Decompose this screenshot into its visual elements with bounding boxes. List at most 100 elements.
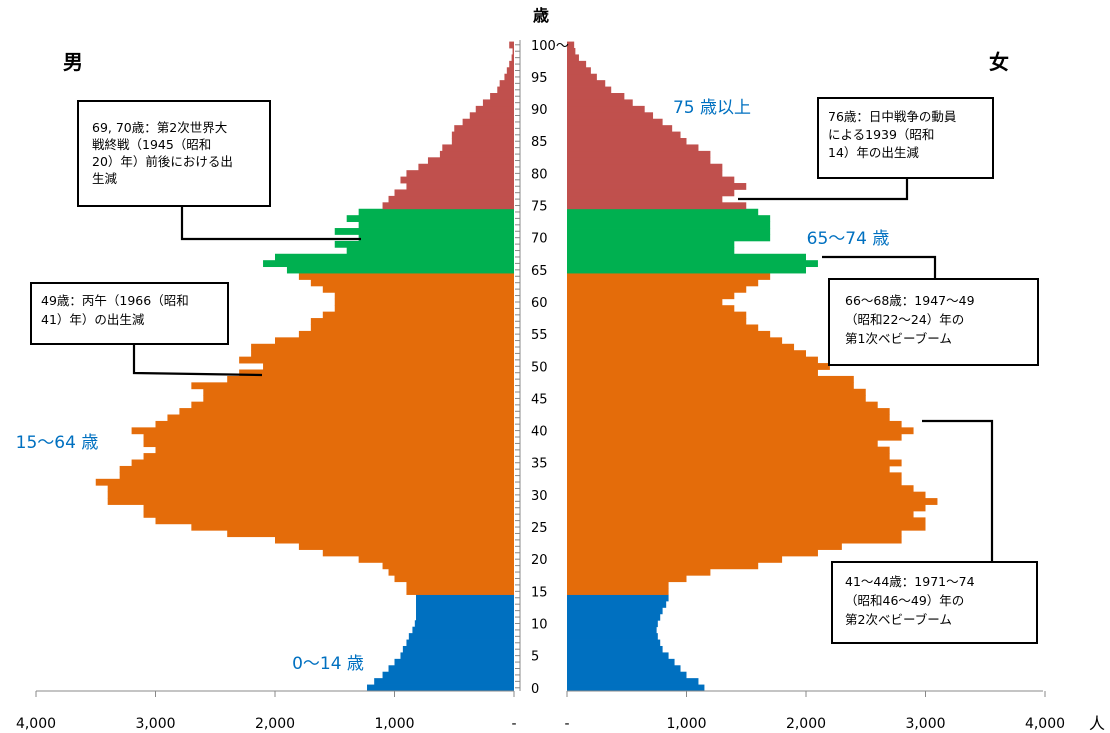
male-bar-age-66	[263, 260, 514, 268]
female-bar-age-87	[567, 125, 673, 132]
male-bar-age-67	[275, 253, 514, 261]
female-bar-age-52	[567, 350, 806, 358]
age-tick-label-65: 65	[531, 264, 548, 279]
female-bar-age-42	[567, 414, 890, 422]
female-bar-age-98	[567, 54, 579, 62]
male-bar-age-38	[143, 440, 515, 448]
female-bar-age-34	[567, 465, 890, 473]
female-bar-age-13	[567, 600, 667, 608]
male-bar-age-21	[322, 549, 514, 557]
male-bar-age-46	[203, 388, 515, 396]
note-66-68-line-2: （昭和22〜24）年の	[845, 312, 964, 327]
male-bar-age-53	[251, 343, 514, 351]
male-bar-age-52	[251, 350, 514, 358]
x-tick-label-left-0: -	[511, 716, 516, 732]
female-bar-age-6	[567, 645, 663, 653]
female-bar-age-74	[567, 208, 759, 216]
x-tick-label-right-2000: 2,000	[786, 716, 826, 732]
male-bar-age-72	[358, 221, 514, 229]
female-label: 女	[989, 50, 1009, 74]
female-bar-age-78	[567, 183, 747, 190]
male-bar-age-3	[388, 665, 514, 673]
male-bar-age-59	[334, 305, 514, 313]
male-bar-age-68	[346, 247, 514, 255]
note-76-line-1: 76歳：日中戦争の動員	[828, 109, 957, 124]
female-bar-age-63	[567, 279, 759, 287]
male-bar-age-31	[107, 485, 514, 493]
female-bar-age-30	[567, 491, 926, 499]
x-tick-label-right-4000: 4,000	[1025, 716, 1065, 732]
male-bar-age-71	[334, 228, 514, 235]
male-bar-age-77	[394, 189, 514, 197]
female-bar-age-53	[567, 343, 795, 351]
female-bar-age-22	[567, 543, 842, 550]
age-axis-ticks: 0 5 10 15 20 25 30 35 40 45 50 55 60 65 70 75 80 85 90 95 10…	[515, 39, 569, 697]
note-69-70-line-4: 生減	[92, 171, 118, 186]
male-bar-age-63	[310, 279, 514, 287]
male-bar-age-58	[322, 311, 514, 319]
female-bar-age-58	[567, 311, 747, 319]
age-tick-label-0: 0	[531, 682, 539, 697]
unit-label: 人	[1089, 714, 1105, 733]
female-bar-age-77	[567, 189, 735, 197]
male-bar-age-82	[427, 157, 514, 165]
male-bar-age-64	[298, 273, 514, 280]
note-69-70-line-1: 69, 70歳：第2次世界大	[92, 120, 227, 135]
female-bar-age-73	[567, 215, 771, 223]
female-bar-age-89	[567, 112, 654, 120]
female-bar-age-0	[567, 684, 705, 692]
leader-line-49	[132, 343, 263, 377]
male-bar-age-97	[509, 60, 514, 68]
male-bar-age-34	[119, 465, 515, 473]
male-bar-age-73	[346, 215, 514, 223]
female-bar-age-5	[567, 652, 669, 660]
female-bar-age-9	[567, 626, 657, 634]
female-bar-age-60	[567, 298, 723, 306]
female-bar-age-79	[567, 176, 735, 184]
male-bar-age-96	[506, 67, 514, 75]
female-bar-age-3	[567, 665, 681, 673]
male-bar-age-6	[402, 645, 514, 653]
male-bar-age-83	[439, 150, 514, 158]
age-group-label-15-64: 15〜64 歳	[16, 433, 99, 453]
female-bar-age-33	[567, 472, 902, 480]
male-bar-age-25	[191, 523, 514, 531]
female-bar-age-15	[567, 588, 669, 595]
female-bar-age-81	[567, 163, 723, 171]
female-bar-age-54	[567, 337, 783, 345]
female-bar-age-55	[567, 330, 771, 338]
male-bar-age-65	[286, 266, 514, 274]
male-bar-age-84	[442, 144, 514, 152]
male-bar-age-10	[414, 620, 514, 628]
female-bar-age-4	[567, 658, 675, 666]
female-bar-age-65	[567, 266, 806, 274]
male-bar-age-94	[499, 80, 514, 87]
male-bar-age-8	[408, 633, 514, 640]
female-bar-age-93	[567, 86, 612, 94]
male-bar-age-24	[227, 530, 514, 538]
female-bar-age-62	[567, 285, 747, 293]
female-bar-age-57	[567, 318, 747, 325]
male-bar-age-81	[418, 163, 514, 171]
note-49-line-2: 41）年）の出生減	[41, 312, 145, 327]
female-bar-age-86	[567, 131, 681, 139]
female-bar-age-69	[567, 240, 735, 248]
female-bar-age-84	[567, 144, 699, 152]
male-bar-age-49	[239, 369, 514, 377]
male-bar-age-89	[469, 112, 514, 120]
female-bar-age-95	[567, 73, 597, 81]
male-bar-age-27	[143, 510, 515, 518]
female-bar-age-67	[567, 253, 806, 261]
female-bar-age-8	[567, 633, 658, 640]
female-bar-age-28	[567, 504, 926, 512]
female-bar-age-50	[567, 363, 830, 370]
male-bar-age-39	[143, 433, 515, 441]
male-bar-age-41	[155, 420, 514, 428]
male-bar-age-2	[382, 671, 514, 679]
age-tick-label-55: 55	[531, 328, 548, 343]
age-tick-label-80: 80	[531, 167, 548, 182]
age-tick-label-75: 75	[531, 200, 548, 215]
annotation-69-70: 69, 70歳：第2次世界大 戦終戦（1945（昭和 20）年）前後における出 …	[77, 100, 271, 207]
female-bar-age-99	[567, 48, 576, 55]
female-bar-age-41	[567, 420, 902, 428]
